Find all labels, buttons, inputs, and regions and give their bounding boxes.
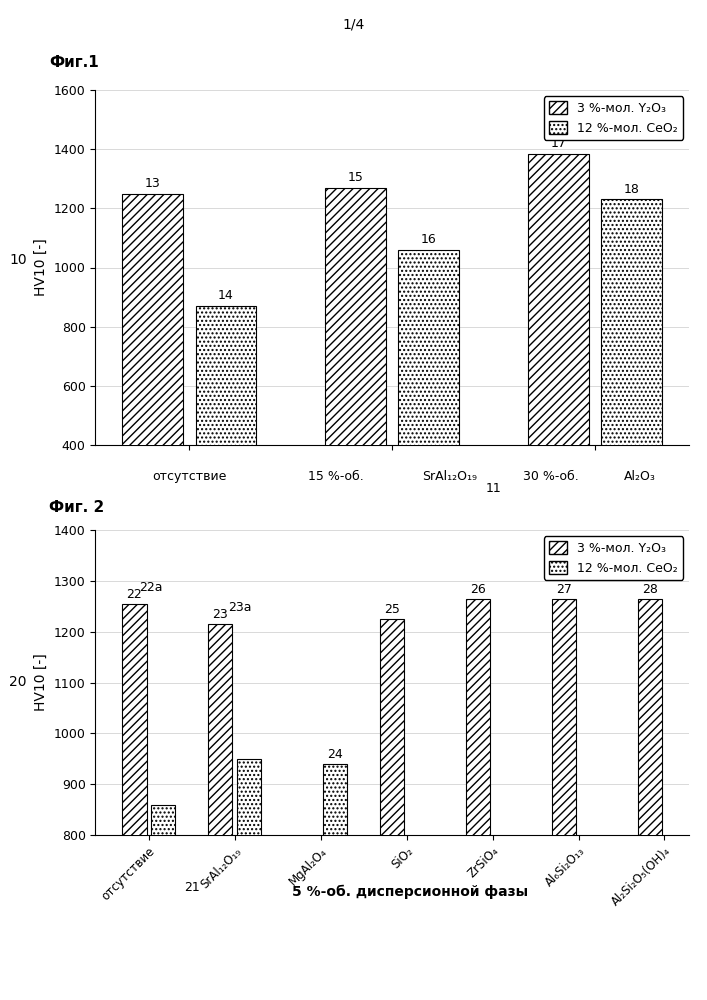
Text: 27: 27 (556, 583, 572, 596)
Text: 30 %-об.: 30 %-об. (522, 470, 578, 483)
Text: 21: 21 (184, 881, 199, 894)
Bar (528, 154, 589, 563)
Bar (196, 306, 257, 563)
Bar (602, 199, 662, 563)
Legend: 3 %-мол. Y₂O₃, 12 %-мол. CeO₂: 3 %-мол. Y₂O₃, 12 %-мол. CeO₂ (544, 96, 683, 140)
Text: 22a: 22a (139, 581, 163, 594)
Bar (638, 599, 662, 1000)
Text: 17: 17 (551, 137, 567, 150)
Text: 24: 24 (327, 748, 343, 761)
Text: Фиг.1: Фиг.1 (49, 55, 99, 70)
Text: 14: 14 (218, 289, 234, 302)
Legend: 3 %-мол. Y₂O₃, 12 %-мол. CeO₂: 3 %-мол. Y₂O₃, 12 %-мол. CeO₂ (544, 536, 683, 580)
Bar (237, 759, 261, 1000)
Text: 15: 15 (348, 171, 364, 184)
Bar (552, 599, 576, 1000)
Text: 20: 20 (9, 676, 27, 690)
Bar (209, 624, 233, 1000)
Text: 15 %-об.: 15 %-об. (308, 470, 363, 483)
Text: 1/4: 1/4 (342, 18, 365, 32)
Bar (467, 599, 491, 1000)
Text: 23: 23 (213, 608, 228, 621)
Text: 13: 13 (145, 177, 160, 190)
Bar (122, 604, 146, 1000)
Text: 22: 22 (127, 588, 142, 601)
Text: Фиг. 2: Фиг. 2 (49, 500, 105, 515)
Text: отсутствие: отсутствие (152, 470, 227, 483)
Text: 28: 28 (643, 583, 658, 596)
Text: 26: 26 (470, 583, 486, 596)
Bar (399, 250, 460, 563)
Bar (380, 619, 404, 1000)
Bar (122, 194, 183, 563)
Text: 16: 16 (421, 233, 437, 246)
Y-axis label: HV10 [-]: HV10 [-] (35, 654, 48, 711)
Bar (323, 764, 347, 1000)
Y-axis label: HV10 [-]: HV10 [-] (35, 239, 48, 296)
Text: 10: 10 (9, 253, 27, 267)
Bar (151, 804, 175, 1000)
Text: 23a: 23a (228, 601, 252, 614)
Text: 5 %-об. дисперсионной фазы: 5 %-об. дисперсионной фазы (292, 885, 528, 899)
Text: 18: 18 (624, 183, 640, 196)
Text: Al₂O₃: Al₂O₃ (624, 470, 656, 483)
Bar (325, 188, 386, 563)
Text: 25: 25 (385, 603, 400, 616)
Text: SrAl₁₂O₁₉: SrAl₁₂O₁₉ (421, 470, 477, 483)
Text: 11: 11 (486, 482, 502, 495)
